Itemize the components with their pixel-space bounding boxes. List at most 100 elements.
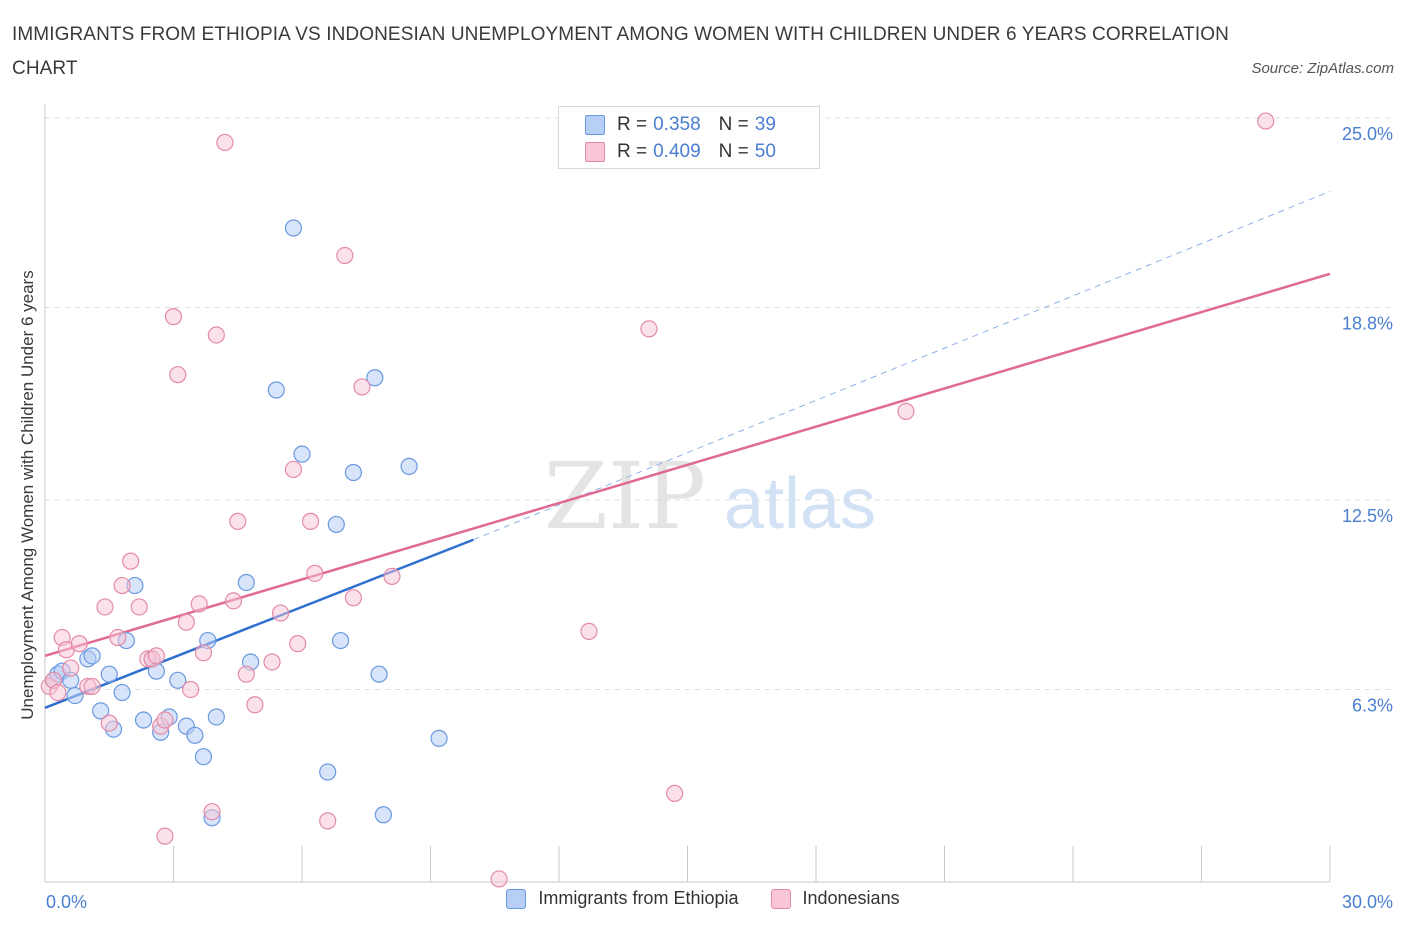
- r-value: 0.358: [653, 114, 701, 135]
- ethiopia-points: [44, 219, 448, 827]
- watermark-atlas: atlas: [724, 464, 876, 544]
- indonesia-point: [666, 784, 684, 802]
- ethiopia-point: [344, 463, 362, 482]
- x-tick-label: 0.0%: [46, 892, 87, 912]
- stats-row-ethiopia: R = 0.358 N = 39: [585, 112, 776, 138]
- indonesia-point: [194, 644, 213, 662]
- indonesia-point: [580, 622, 598, 641]
- indonesia-point: [156, 711, 174, 729]
- r-label: R =: [617, 141, 648, 162]
- ethiopia-point: [370, 665, 388, 683]
- ethiopia-point: [327, 515, 345, 534]
- ethiopia-legend-swatch: [506, 888, 527, 909]
- ethiopia-point: [194, 748, 213, 766]
- ethiopia-point: [430, 729, 448, 747]
- indonesia-point: [353, 378, 371, 396]
- indonesia-legend-swatch: [770, 888, 791, 909]
- tick-labels: 6.3% 12.5% 18.8% 25.0% 0.0% 30.0%: [46, 124, 1393, 912]
- indonesia-point: [237, 665, 255, 683]
- series-legend: Immigrants from Ethiopia Indonesians: [0, 888, 1406, 909]
- indonesia-point: [271, 604, 290, 622]
- r-label: R =: [617, 114, 648, 135]
- indonesia-point: [897, 402, 915, 420]
- indonesia-point: [344, 589, 362, 607]
- indonesia-point: [216, 133, 234, 152]
- indonesia-point: [109, 628, 127, 647]
- n-label: N =: [718, 114, 749, 135]
- n-label: N =: [718, 141, 749, 162]
- indonesia-point: [319, 812, 337, 830]
- ethiopia-point: [293, 445, 311, 463]
- indonesia-point: [122, 552, 140, 570]
- ethiopia-point: [134, 711, 153, 729]
- trend-lines: [44, 190, 1331, 709]
- legend-label-indonesia: Indonesians: [802, 888, 900, 908]
- ethiopia-point: [92, 702, 110, 720]
- ethiopia-point: [66, 686, 84, 705]
- indonesia-point: [490, 870, 508, 888]
- legend-label-ethiopia: Immigrants from Ethiopia: [538, 888, 739, 908]
- indonesia-point: [49, 683, 67, 702]
- ethiopia-trend-extension: [473, 190, 1331, 541]
- ethiopia-point: [366, 369, 384, 387]
- chart-title: IMMIGRANTS FROM ETHIOPIA VS INDONESIAN U…: [12, 24, 1229, 79]
- indonesia-point: [203, 803, 221, 821]
- indonesia-point: [96, 598, 114, 616]
- y-tick-label: 12.5%: [1342, 506, 1393, 526]
- indonesia-point: [62, 659, 80, 677]
- r-value: 0.409: [653, 141, 701, 162]
- indonesia-point: [284, 460, 303, 479]
- indonesia-point: [263, 653, 281, 671]
- indonesia-point: [336, 246, 354, 265]
- indonesia-point: [169, 366, 187, 384]
- indonesia-swatch: [585, 142, 605, 162]
- indonesia-point: [182, 680, 200, 699]
- ethiopia-point: [267, 381, 285, 399]
- indonesia-point: [177, 613, 195, 631]
- ethiopia-point: [186, 726, 204, 744]
- ethiopia-trend-line: [44, 538, 474, 709]
- ethiopia-point: [284, 219, 303, 237]
- ethiopia-point: [83, 647, 101, 665]
- indonesia-point: [289, 635, 307, 653]
- ethiopia-point: [374, 806, 392, 824]
- watermark: ZIP atlas: [544, 443, 876, 550]
- indonesia-point: [70, 635, 88, 653]
- watermark-zip: ZIP: [544, 443, 706, 550]
- indonesia-point: [640, 320, 658, 338]
- indonesia-point: [207, 326, 225, 344]
- ethiopia-point: [319, 763, 337, 781]
- indonesia-point: [246, 696, 264, 714]
- indonesia-point: [156, 827, 174, 845]
- indonesia-point: [1257, 112, 1275, 130]
- ethiopia-point: [237, 573, 255, 592]
- source-label: Source: ZipAtlas.com: [1251, 60, 1394, 77]
- stats-row-indonesia: R = 0.409 N = 50: [585, 139, 776, 165]
- indonesia-point: [190, 595, 208, 613]
- indonesia-point: [147, 647, 165, 665]
- stats-legend: R = 0.358 N = 39 R = 0.409 N = 50: [558, 106, 820, 169]
- ethiopia-point: [100, 665, 118, 683]
- n-value: 39: [754, 114, 776, 135]
- y-tick-label: 6.3%: [1352, 695, 1393, 715]
- ethiopia-point: [113, 683, 131, 702]
- indonesia-trend-line: [44, 272, 1331, 658]
- legend-item-ethiopia: Immigrants from Ethiopia: [506, 888, 739, 909]
- indonesia-point: [130, 598, 148, 616]
- grid-lines: [45, 117, 1395, 690]
- legend-item-indonesia: Indonesians: [770, 888, 900, 909]
- indonesia-point: [224, 592, 243, 610]
- indonesia-point: [113, 576, 131, 595]
- indonesia-point: [383, 567, 401, 586]
- axes: [44, 104, 1331, 883]
- indonesia-points: [40, 112, 1275, 888]
- ethiopia-swatch: [585, 115, 605, 135]
- y-tick-label: 18.8%: [1342, 313, 1393, 333]
- indonesia-point: [301, 512, 320, 530]
- indonesia-point: [306, 564, 324, 582]
- y-tick-label: 25.0%: [1342, 124, 1393, 144]
- ethiopia-point: [207, 708, 225, 726]
- x-tick-label: 30.0%: [1342, 892, 1393, 912]
- n-value: 50: [754, 141, 776, 162]
